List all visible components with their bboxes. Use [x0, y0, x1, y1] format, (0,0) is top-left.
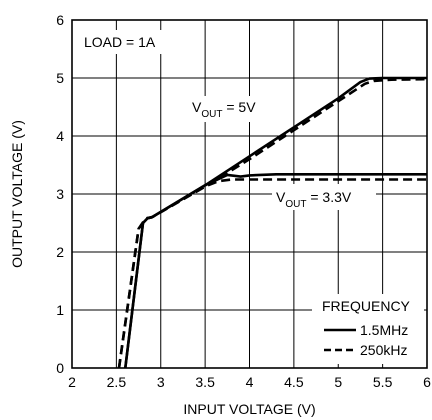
- series-line-1: [117, 77, 428, 369]
- vout33-label: VOUT = 3.3V: [276, 189, 352, 210]
- y-tick-label-2: 2: [56, 244, 64, 260]
- vout33-label-value: = 3.3V: [306, 189, 351, 205]
- vout5-label-bg: [188, 96, 286, 122]
- vout5-label: VOUT = 5V: [192, 99, 256, 120]
- vout33-label-sub: OUT: [285, 199, 306, 210]
- annotations: LOAD = 1A VOUT = 5V VOUT = 3.3V: [80, 30, 376, 210]
- plot-series: [117, 76, 428, 369]
- x-tick-label-0: 2: [68, 374, 76, 390]
- y-tick-label-1: 1: [56, 302, 64, 318]
- x-axis-label: INPUT VOLTAGE (V): [183, 401, 315, 417]
- vout33-label-main: V: [276, 189, 286, 205]
- y-tick-label-5: 5: [56, 70, 64, 86]
- x-tick-label-4: 4: [246, 374, 254, 390]
- vout5-label-sub: OUT: [201, 109, 222, 120]
- x-tick-label-5: 4.5: [284, 374, 304, 390]
- series-line-2: [124, 173, 427, 369]
- y-tick-label-4: 4: [56, 128, 64, 144]
- x-tick-label-8: 6: [423, 374, 431, 390]
- legend-entry-2: 250kHz: [360, 342, 407, 358]
- x-tick-label-3: 3.5: [195, 374, 215, 390]
- tick-labels: 2 2.5 3 3.5 4 4.5 5 5.5 6 0 1 2 3 4 5 6: [56, 12, 431, 390]
- y-tick-label-3: 3: [56, 186, 64, 202]
- load-label: LOAD = 1A: [84, 34, 156, 50]
- series-line-3: [117, 178, 427, 369]
- legend-entry-1: 1.5MHz: [360, 322, 408, 338]
- x-tick-label-6: 5: [334, 374, 342, 390]
- load-label-bg: [80, 30, 170, 54]
- x-tick-label-7: 5.5: [373, 374, 393, 390]
- y-tick-label-6: 6: [56, 12, 64, 28]
- legend: FREQUENCY 1.5MHz 250kHz: [312, 294, 424, 364]
- x-tick-label-2: 3: [157, 374, 165, 390]
- vout5-label-main: V: [192, 99, 202, 115]
- y-axis-label: OUTPUT VOLTAGE (V): [9, 120, 25, 268]
- vout33-label-bg: [272, 184, 376, 210]
- plot-frame: [71, 19, 428, 369]
- y-tick-label-0: 0: [56, 360, 64, 376]
- legend-title: FREQUENCY: [322, 298, 411, 314]
- vout5-label-value: = 5V: [222, 99, 256, 115]
- x-tick-label-1: 2.5: [107, 374, 127, 390]
